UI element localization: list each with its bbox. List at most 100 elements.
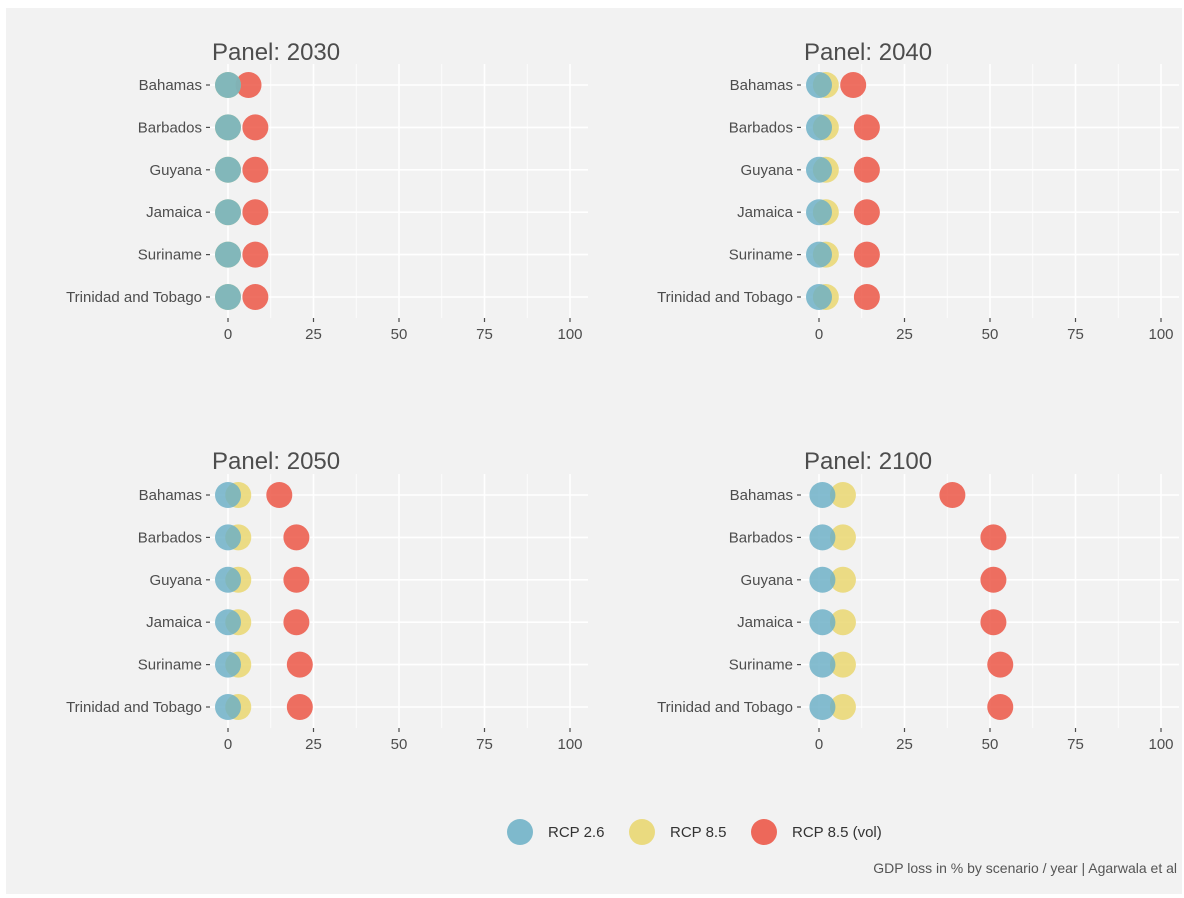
point-rcp-8-5-vol-guyana: [283, 566, 310, 593]
point-rcp-8-5-vol-barbados: [980, 524, 1007, 551]
legend: RCP 2.6 RCP 8.5 RCP 8.5 (vol): [507, 819, 882, 845]
panels-layer: Panel: 2030 Bahamas Barbados Guyana Jamaica S…: [66, 39, 1179, 753]
x-tick-label: 0: [815, 326, 823, 343]
point-rcp-2-6-suriname: [806, 241, 832, 268]
point-rcp-2-6-trinidad-and-tobago: [809, 694, 836, 720]
x-tick-label: 75: [476, 326, 493, 343]
point-rcp-2-6-barbados: [215, 524, 241, 551]
legend-label-rcp85: RCP 8.5: [670, 824, 726, 841]
category-label-suriname: Suriname: [138, 657, 202, 674]
x-tick-label: 50: [982, 736, 999, 753]
legend-key-rcp26: [507, 819, 533, 845]
point-rcp-8-5-vol-suriname: [987, 651, 1014, 678]
point-rcp-8-5-barbados: [829, 524, 856, 551]
point-rcp-2-6-guyana: [806, 156, 832, 183]
point-rcp-8-5-vol-trinidad-and-tobago: [987, 694, 1014, 720]
point-rcp-2-6-bahamas: [809, 482, 836, 508]
legend-key-rcp85-vol: [751, 819, 777, 845]
category-label-jamaica: Jamaica: [737, 204, 794, 221]
point-rcp-2-6-bahamas: [215, 72, 241, 98]
point-rcp-2-6-barbados: [215, 114, 241, 141]
point-rcp-8-5-vol-bahamas: [235, 72, 262, 98]
x-tick-label: 0: [815, 736, 823, 753]
category-label-jamaica: Jamaica: [146, 204, 203, 221]
legend-label-rcp85-vol: RCP 8.5 (vol): [792, 824, 882, 841]
point-rcp-8-5-vol-guyana: [853, 156, 880, 183]
point-rcp-8-5-guyana: [829, 566, 856, 593]
point-rcp-8-5-vol-barbados: [853, 114, 880, 141]
point-rcp-8-5-vol-jamaica: [242, 199, 269, 226]
category-label-barbados: Barbados: [138, 119, 202, 136]
point-rcp-8-5-vol-trinidad-and-tobago: [853, 284, 880, 310]
x-tick-label: 25: [896, 326, 913, 343]
point-rcp-8-5-vol-barbados: [242, 114, 269, 141]
point-rcp-8-5-vol-bahamas: [840, 72, 867, 98]
point-rcp-2-6-jamaica: [809, 609, 836, 636]
point-rcp-8-5-vol-trinidad-and-tobago: [286, 694, 313, 720]
category-label-barbados: Barbados: [729, 119, 793, 136]
point-rcp-8-5-vol-bahamas: [266, 482, 293, 508]
point-rcp-2-6-barbados: [809, 524, 836, 551]
category-label-suriname: Suriname: [138, 247, 202, 264]
point-rcp-2-6-trinidad-and-tobago: [806, 284, 832, 310]
panel-panel-2050: Panel: 2050 Bahamas Barbados Guyana Jamaica S…: [66, 448, 588, 753]
x-tick-label: 50: [391, 326, 408, 343]
x-tick-label: 75: [1067, 736, 1084, 753]
category-label-guyana: Guyana: [740, 572, 793, 589]
category-label-trinidad-and-tobago: Trinidad and Tobago: [657, 699, 793, 716]
panel-panel-2040: Panel: 2040 Bahamas Barbados Guyana Jamaica S…: [657, 39, 1179, 343]
panel-title: Panel: 2040: [804, 39, 932, 66]
category-label-bahamas: Bahamas: [139, 487, 202, 504]
point-rcp-8-5-vol-guyana: [980, 566, 1007, 593]
point-rcp-8-5-vol-jamaica: [283, 609, 310, 636]
category-label-guyana: Guyana: [740, 162, 793, 179]
x-tick-label: 50: [391, 736, 408, 753]
category-label-jamaica: Jamaica: [737, 614, 794, 631]
legend-key-rcp85: [629, 819, 655, 845]
x-tick-label: 0: [224, 326, 232, 343]
x-tick-label: 100: [557, 326, 582, 343]
category-label-bahamas: Bahamas: [730, 77, 793, 94]
category-label-suriname: Suriname: [729, 657, 793, 674]
x-tick-label: 25: [305, 736, 322, 753]
x-tick-label: 100: [1148, 736, 1173, 753]
point-rcp-2-6-jamaica: [215, 609, 241, 636]
x-tick-label: 75: [1067, 326, 1084, 343]
panel-panel-2030: Panel: 2030 Bahamas Barbados Guyana Jamaica S…: [66, 39, 588, 343]
category-label-jamaica: Jamaica: [146, 614, 203, 631]
category-label-guyana: Guyana: [149, 572, 202, 589]
point-rcp-8-5-vol-barbados: [283, 524, 310, 551]
category-label-barbados: Barbados: [138, 529, 202, 546]
point-rcp-8-5-suriname: [829, 651, 856, 678]
category-label-trinidad-and-tobago: Trinidad and Tobago: [66, 699, 202, 716]
point-rcp-8-5-vol-suriname: [853, 241, 880, 268]
category-label-barbados: Barbados: [729, 529, 793, 546]
category-label-bahamas: Bahamas: [139, 77, 202, 94]
panel-title: Panel: 2100: [804, 448, 932, 475]
panel-title: Panel: 2050: [212, 448, 340, 475]
panel-title: Panel: 2030: [212, 39, 340, 66]
category-label-trinidad-and-tobago: Trinidad and Tobago: [657, 289, 793, 306]
point-rcp-8-5-vol-guyana: [242, 156, 269, 183]
panel-panel-2100: Panel: 2100 Bahamas Barbados Guyana Jamaica S…: [657, 448, 1179, 753]
legend-label-rcp26: RCP 2.6: [548, 824, 604, 841]
chart-caption: GDP loss in % by scenario / year | Agarw…: [873, 860, 1177, 876]
point-rcp-8-5-vol-bahamas: [939, 482, 966, 508]
x-tick-label: 50: [982, 326, 999, 343]
x-tick-label: 0: [224, 736, 232, 753]
point-rcp-8-5-jamaica: [829, 609, 856, 636]
point-rcp-2-6-guyana: [215, 566, 241, 593]
x-tick-label: 100: [557, 736, 582, 753]
point-rcp-8-5-vol-jamaica: [853, 199, 880, 226]
point-rcp-2-6-jamaica: [215, 199, 241, 226]
point-rcp-2-6-jamaica: [806, 199, 832, 226]
point-rcp-2-6-suriname: [215, 241, 241, 268]
point-rcp-2-6-suriname: [809, 651, 836, 678]
x-tick-label: 100: [1148, 326, 1173, 343]
point-rcp-2-6-trinidad-and-tobago: [215, 694, 241, 720]
category-label-suriname: Suriname: [729, 247, 793, 264]
point-rcp-8-5-bahamas: [829, 482, 856, 508]
category-label-trinidad-and-tobago: Trinidad and Tobago: [66, 289, 202, 306]
point-rcp-2-6-bahamas: [806, 72, 832, 98]
